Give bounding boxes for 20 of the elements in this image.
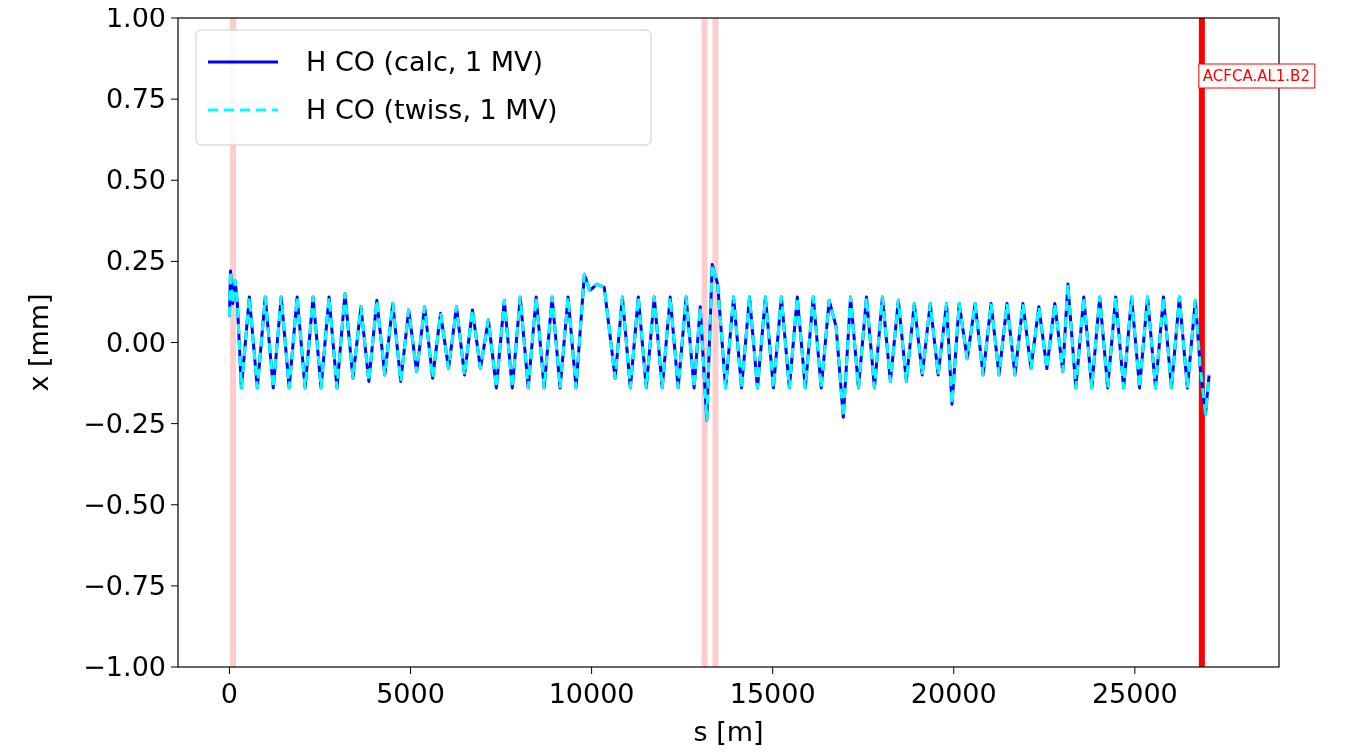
y-tick-label: 0.00 [105, 326, 166, 358]
x-tick-label: 10000 [548, 678, 635, 709]
y-tick-label: 0.50 [105, 164, 166, 196]
line-series [227, 263, 1211, 422]
x-tick-label: 15000 [729, 678, 816, 709]
x-axis-title: s [m] [693, 716, 764, 747]
y-tick-label: −1.00 [83, 651, 166, 682]
x-tick-label: 0 [220, 678, 239, 709]
legend-label: H CO (twiss, 1 MV) [306, 94, 558, 125]
y-tick-label: 0.75 [105, 83, 166, 115]
y-axis-title: x [mm] [23, 293, 54, 392]
legend-label: H CO (calc, 1 MV) [306, 46, 544, 77]
x-tick-label: 20000 [910, 678, 997, 709]
x-tick-label: 5000 [376, 678, 445, 709]
ref-line-label: ACFCA.AL1.B2 [1202, 67, 1310, 85]
y-tick-label: 0.25 [105, 245, 166, 277]
y-tick-label: −0.25 [83, 407, 166, 439]
y-tick-label: −0.50 [83, 488, 166, 520]
y-tick-label: −0.75 [83, 569, 166, 601]
x-tick-label: 25000 [1091, 678, 1178, 709]
